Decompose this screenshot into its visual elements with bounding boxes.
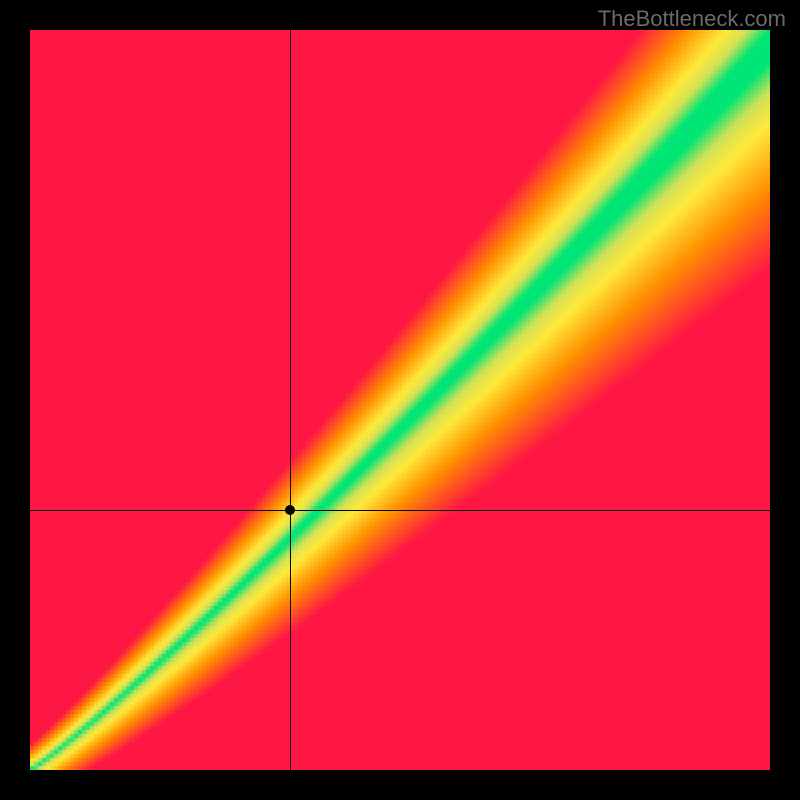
crosshair-horizontal — [30, 510, 770, 511]
crosshair-marker — [285, 505, 295, 515]
watermark-text: TheBottleneck.com — [598, 6, 786, 32]
chart-container: TheBottleneck.com — [0, 0, 800, 800]
heatmap-canvas — [30, 30, 770, 770]
plot-area — [30, 30, 770, 770]
crosshair-vertical — [290, 30, 291, 770]
